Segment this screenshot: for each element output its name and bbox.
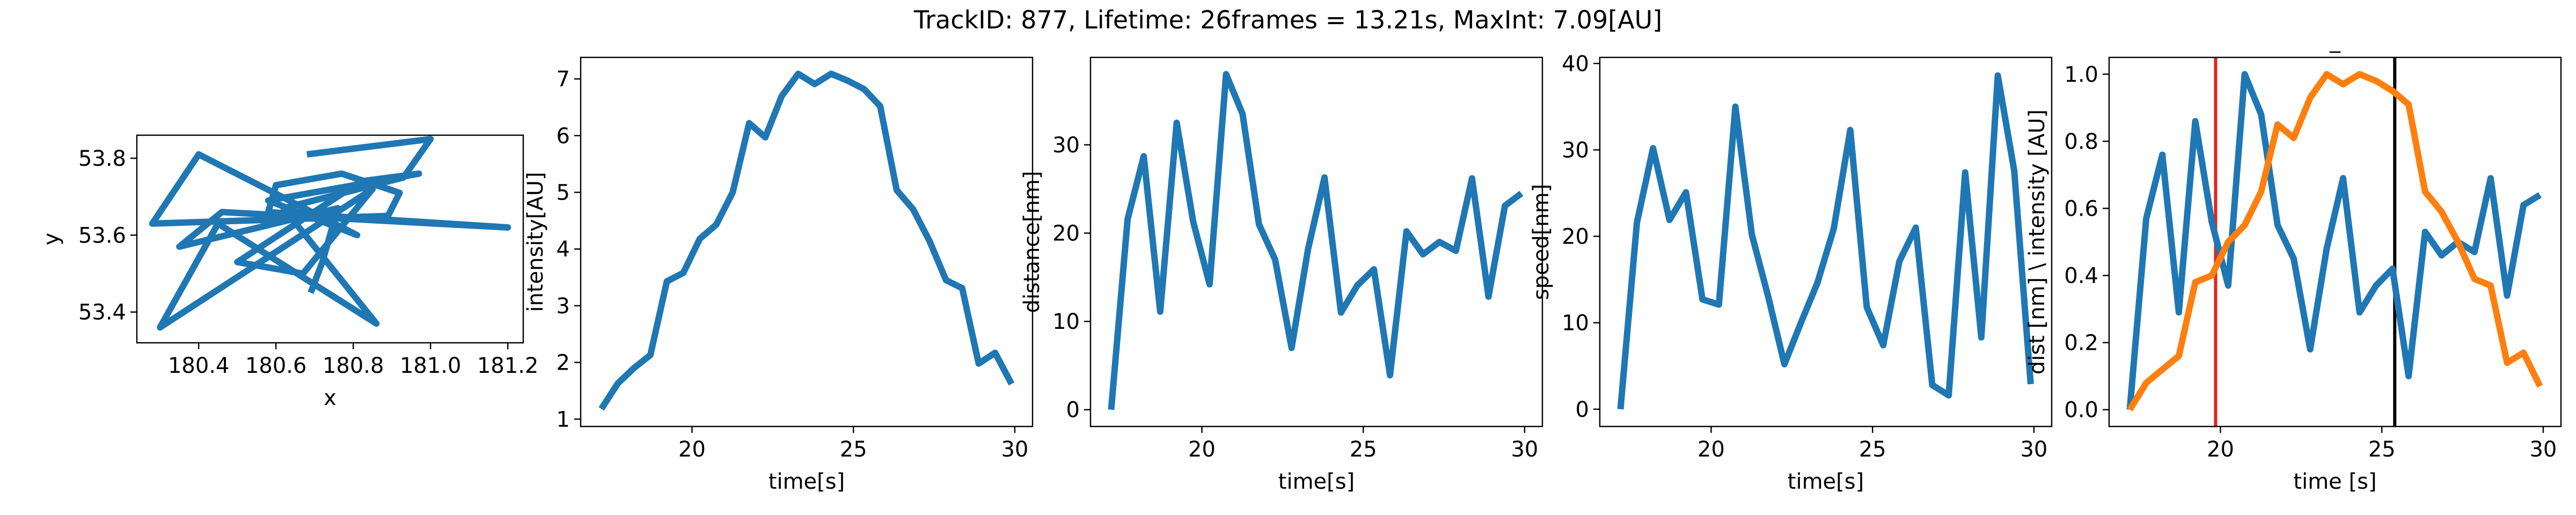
y-tick-label: 0.6 xyxy=(2064,196,2098,221)
x-axis-label: time[s] xyxy=(1278,469,1355,494)
axes-frame xyxy=(1599,56,2053,428)
x-tick-label: 181.0 xyxy=(400,354,462,378)
x-tick-label: 20 xyxy=(1697,437,1725,462)
x-tick-label: 25 xyxy=(1859,437,1886,462)
series-line-1 xyxy=(1617,72,2034,410)
x-tick-label: 30 xyxy=(1001,437,1028,462)
y-tick-label: 53.4 xyxy=(78,300,126,325)
subplot-3 xyxy=(1084,56,1543,433)
x-tick-label: 181.2 xyxy=(477,354,539,378)
x-axis-label: x xyxy=(324,386,336,410)
axes-frame xyxy=(1089,56,1543,428)
y-tick-label: 5 xyxy=(557,181,570,205)
y-tick-label: 6 xyxy=(557,124,570,149)
figure-title: TrackID: 877, Lifetime: 26frames = 13.21… xyxy=(913,5,1663,34)
y-tick-label: 30 xyxy=(1052,133,1080,158)
subplot-4 xyxy=(1593,56,2053,433)
axes-frame xyxy=(136,134,524,344)
y-tick-label: 30 xyxy=(1562,138,1589,163)
series-line-1 xyxy=(1108,71,1524,410)
x-tick-label: 180.8 xyxy=(323,354,384,378)
y-axis-label: distance[nm] xyxy=(1020,171,1044,313)
y-tick-label: 4 xyxy=(557,237,570,262)
x-tick-label: 180.6 xyxy=(245,354,307,378)
subplot-5 xyxy=(2103,56,2562,433)
x-tick-label: 30 xyxy=(1511,437,1538,462)
y-tick-label: 10 xyxy=(1562,311,1589,336)
y-axis-label: y xyxy=(39,233,64,246)
y-tick-label: 0.4 xyxy=(2064,264,2098,289)
axes-frame xyxy=(2108,56,2562,428)
y-tick-label: 0.8 xyxy=(2064,129,2098,154)
x-axis-label: time[s] xyxy=(1788,469,1864,494)
y-tick-label: 20 xyxy=(1052,222,1080,246)
y-tick-label: 0.2 xyxy=(2064,331,2098,356)
series-line-1 xyxy=(598,70,1015,411)
subplot-1 xyxy=(130,134,524,349)
y-tick-label: 53.6 xyxy=(78,223,126,248)
x-tick-label: 25 xyxy=(1350,437,1377,462)
y-tick-label: 0 xyxy=(1066,398,1080,423)
x-tick-label: 180.4 xyxy=(168,354,230,378)
series-line-2 xyxy=(2127,71,2543,411)
y-tick-label: 40 xyxy=(1562,52,1589,76)
y-axis-label: dist [nm] \ intensity [AU] xyxy=(2025,109,2050,374)
y-tick-label: 3 xyxy=(557,294,570,319)
subplot-2 xyxy=(574,56,1034,433)
x-axis-label: time [s] xyxy=(2293,469,2376,494)
x-tick-label: 20 xyxy=(2207,437,2234,462)
axes-frame xyxy=(580,56,1034,428)
series-line-1 xyxy=(2126,71,2542,410)
x-tick-label: 30 xyxy=(2529,437,2557,462)
y-tick-label: 0 xyxy=(1576,398,1589,422)
y-tick-label: 2 xyxy=(557,351,570,376)
x-tick-label: 30 xyxy=(2020,437,2047,462)
y-tick-label: 1.0 xyxy=(2064,62,2098,87)
y-tick-label: 1 xyxy=(557,407,570,432)
x-tick-label: 20 xyxy=(678,437,706,462)
x-tick-label: 20 xyxy=(1188,437,1216,462)
x-tick-label: 25 xyxy=(840,437,867,462)
y-axis-label: speed[nm] xyxy=(1529,184,1554,300)
x-tick-label: 25 xyxy=(2368,437,2396,462)
x-axis-label: time[s] xyxy=(769,469,845,494)
y-tick-label: 7 xyxy=(557,67,570,92)
y-tick-label: 53.8 xyxy=(78,146,126,171)
y-axis-label: intensity[AU] xyxy=(523,172,548,312)
y-tick-label: 0.0 xyxy=(2064,398,2098,423)
subplot-title: _ xyxy=(2329,28,2341,53)
y-tick-label: 20 xyxy=(1562,225,1589,249)
y-tick-label: 10 xyxy=(1052,310,1080,334)
series-line-1 xyxy=(149,136,511,331)
